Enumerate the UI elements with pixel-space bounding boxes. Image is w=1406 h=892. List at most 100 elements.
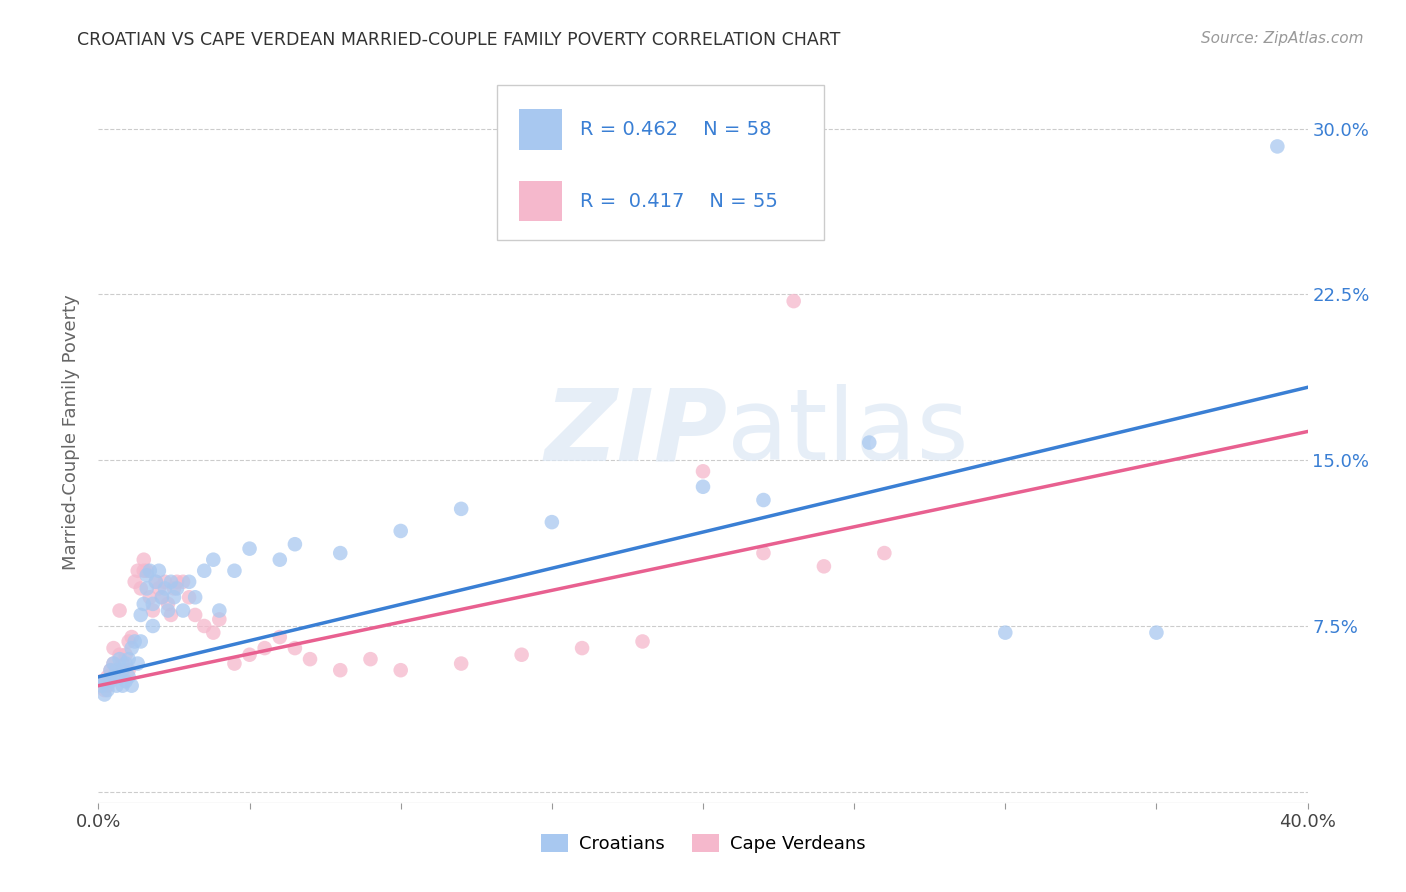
Point bbox=[179, 574, 201, 589]
Point bbox=[100, 663, 122, 677]
Point bbox=[299, 652, 322, 666]
Point bbox=[114, 674, 136, 689]
Point bbox=[114, 648, 136, 662]
Point bbox=[121, 679, 143, 693]
Point bbox=[329, 546, 352, 560]
Point bbox=[163, 582, 186, 596]
Point bbox=[172, 574, 194, 589]
Point bbox=[100, 674, 122, 689]
Point bbox=[208, 603, 231, 617]
Point bbox=[156, 597, 179, 611]
Point bbox=[208, 612, 231, 626]
Point bbox=[692, 464, 714, 478]
Point bbox=[118, 652, 141, 666]
Point bbox=[269, 552, 291, 566]
Point bbox=[148, 582, 170, 596]
Point bbox=[253, 641, 276, 656]
Point bbox=[153, 582, 176, 596]
Point bbox=[139, 564, 162, 578]
Y-axis label: Married-Couple Family Poverty: Married-Couple Family Poverty bbox=[62, 294, 80, 571]
Point bbox=[132, 597, 155, 611]
Point bbox=[135, 568, 157, 582]
Point bbox=[329, 663, 352, 677]
Point bbox=[269, 630, 291, 644]
Point bbox=[93, 674, 115, 689]
Point bbox=[1144, 625, 1167, 640]
Point bbox=[360, 652, 382, 666]
Point bbox=[111, 657, 134, 671]
Point bbox=[193, 564, 215, 578]
Point bbox=[135, 564, 157, 578]
Point bbox=[224, 564, 246, 578]
Point bbox=[166, 582, 188, 596]
Point bbox=[139, 591, 162, 605]
Point bbox=[103, 657, 125, 671]
Point bbox=[103, 641, 125, 656]
Point bbox=[100, 663, 122, 677]
Point bbox=[124, 634, 146, 648]
Point bbox=[132, 564, 155, 578]
Point bbox=[813, 559, 835, 574]
Point bbox=[129, 582, 152, 596]
Point bbox=[389, 524, 412, 538]
Point bbox=[184, 607, 207, 622]
Point bbox=[111, 663, 134, 677]
Point bbox=[160, 574, 183, 589]
Point bbox=[179, 591, 201, 605]
Point bbox=[105, 663, 128, 677]
Point bbox=[93, 683, 115, 698]
Point bbox=[631, 634, 654, 648]
Point bbox=[127, 564, 149, 578]
Point bbox=[150, 591, 173, 605]
Point bbox=[105, 663, 128, 677]
Point bbox=[202, 552, 225, 566]
Point bbox=[873, 546, 896, 560]
Point bbox=[202, 625, 225, 640]
Point bbox=[1267, 139, 1289, 153]
Legend: Croatians, Cape Verdeans: Croatians, Cape Verdeans bbox=[534, 827, 872, 861]
FancyBboxPatch shape bbox=[519, 109, 561, 150]
Text: Source: ZipAtlas.com: Source: ZipAtlas.com bbox=[1201, 31, 1364, 46]
Point bbox=[224, 657, 246, 671]
Point bbox=[166, 574, 188, 589]
Point bbox=[160, 607, 183, 622]
Point bbox=[284, 537, 307, 551]
Point bbox=[389, 663, 412, 677]
Text: atlas: atlas bbox=[727, 384, 969, 481]
Point bbox=[163, 591, 186, 605]
Point bbox=[783, 294, 806, 309]
Point bbox=[108, 670, 131, 684]
Point bbox=[114, 657, 136, 671]
Point bbox=[111, 679, 134, 693]
Point bbox=[858, 435, 880, 450]
FancyBboxPatch shape bbox=[519, 181, 561, 221]
Point bbox=[96, 679, 118, 693]
Point bbox=[450, 657, 472, 671]
Point bbox=[90, 679, 112, 693]
Point bbox=[145, 574, 167, 589]
Point bbox=[145, 574, 167, 589]
Point bbox=[184, 591, 207, 605]
Point bbox=[153, 574, 176, 589]
Text: R = 0.462    N = 58: R = 0.462 N = 58 bbox=[579, 120, 770, 139]
Point bbox=[752, 493, 775, 508]
Point bbox=[118, 670, 141, 684]
Point bbox=[124, 574, 146, 589]
Point bbox=[103, 657, 125, 671]
Point bbox=[193, 619, 215, 633]
Text: ZIP: ZIP bbox=[544, 384, 727, 481]
Point bbox=[132, 552, 155, 566]
Point bbox=[103, 670, 125, 684]
Point bbox=[121, 641, 143, 656]
Point bbox=[510, 648, 533, 662]
Point bbox=[118, 663, 141, 677]
Point bbox=[121, 630, 143, 644]
Point bbox=[142, 597, 165, 611]
Text: CROATIAN VS CAPE VERDEAN MARRIED-COUPLE FAMILY POVERTY CORRELATION CHART: CROATIAN VS CAPE VERDEAN MARRIED-COUPLE … bbox=[77, 31, 841, 49]
Point bbox=[108, 652, 131, 666]
Point bbox=[239, 648, 262, 662]
Point bbox=[148, 564, 170, 578]
Point bbox=[994, 625, 1017, 640]
Point bbox=[142, 603, 165, 617]
Point bbox=[96, 670, 118, 684]
